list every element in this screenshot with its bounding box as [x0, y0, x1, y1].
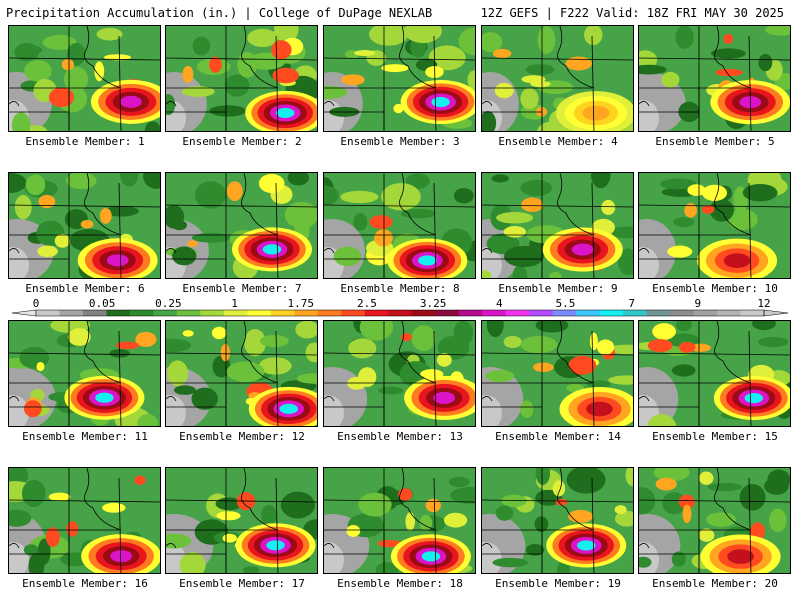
colorbar-swatch — [435, 310, 460, 316]
model-run-info: 12Z GEFS | F222 Valid: 18Z FRI MAY 30 20… — [480, 6, 784, 20]
ensemble-member-label-10: Ensemble Member: 10 — [652, 282, 778, 295]
colorbar-tick-label: 5.5 — [555, 297, 576, 310]
colorbar-swatch — [529, 310, 554, 316]
colorbar-swatch — [740, 310, 765, 316]
colorbar-max-arrow — [763, 309, 789, 317]
colorbar-frame — [35, 309, 765, 317]
colorbar-swatch — [247, 310, 272, 316]
ensemble-member-label-14: Ensemble Member: 14 — [495, 430, 621, 443]
colorbar-tick-label: 0 — [32, 297, 40, 310]
colorbar-tick-label: 4 — [495, 297, 503, 310]
colorbar-tick-label: 0.25 — [155, 297, 182, 310]
ensemble-member-label-7: Ensemble Member: 7 — [182, 282, 302, 295]
ensemble-member-label-9: Ensemble Member: 9 — [498, 282, 618, 295]
ensemble-member-label-8: Ensemble Member: 8 — [340, 282, 460, 295]
colorbar-swatch — [364, 310, 389, 316]
colorbar-swatch — [411, 310, 436, 316]
colorbar-swatch — [576, 310, 601, 316]
colorbar-tick-label: 1 — [231, 297, 238, 310]
colorbar-min-arrow — [11, 309, 37, 317]
ensemble-member-map-1 — [8, 25, 161, 132]
ensemble-member-label-15: Ensemble Member: 15 — [652, 430, 778, 443]
colorbar-swatch — [670, 310, 695, 316]
map-title: Precipitation Accumulation (in.) | Colle… — [6, 6, 433, 20]
colorbar-swatch — [693, 310, 718, 316]
ensemble-member-map-17 — [165, 467, 318, 574]
colorbar-swatch — [482, 310, 507, 316]
colorbar-swatch — [270, 310, 295, 316]
colorbar-swatch — [717, 310, 742, 316]
colorbar-swatch — [153, 310, 178, 316]
ensemble-member-label-17: Ensemble Member: 17 — [179, 577, 305, 590]
ensemble-member-map-18 — [323, 467, 476, 574]
colorbar-swatch — [59, 310, 84, 316]
colorbar-tick-label: 9 — [694, 297, 702, 310]
colorbar-swatch — [388, 310, 413, 316]
colorbar-swatch — [599, 310, 624, 316]
ensemble-member-map-9 — [481, 172, 634, 279]
ensemble-member-label-18: Ensemble Member: 18 — [337, 577, 463, 590]
ensemble-member-map-10 — [638, 172, 791, 279]
colorbar-tick-label: 0.05 — [88, 297, 116, 310]
colorbar-swatch — [317, 310, 342, 316]
ensemble-member-label-16: Ensemble Member: 16 — [22, 577, 148, 590]
colorbar-tick-label: 1.75 — [287, 297, 314, 310]
ensemble-member-map-19 — [481, 467, 634, 574]
ensemble-member-map-20 — [638, 467, 791, 574]
ensemble-member-label-12: Ensemble Member: 12 — [179, 430, 305, 443]
ensemble-member-label-20: Ensemble Member: 20 — [652, 577, 778, 590]
colorbar-tick-label: 7 — [628, 297, 635, 310]
colorbar-tick-label: 3.25 — [419, 297, 447, 310]
colorbar-swatch — [623, 310, 648, 316]
ensemble-member-map-15 — [638, 320, 791, 427]
ensemble-member-map-5 — [638, 25, 791, 132]
ensemble-member-label-2: Ensemble Member: 2 — [182, 135, 302, 148]
colorbar-swatch — [505, 310, 530, 316]
ensemble-member-map-14 — [481, 320, 634, 427]
ensemble-member-map-8 — [323, 172, 476, 279]
colorbar-swatch — [36, 310, 60, 316]
colorbar-tick-label: 2.5 — [356, 297, 377, 310]
colorbar-swatch — [200, 310, 225, 316]
colorbar-swatch — [176, 310, 201, 316]
ensemble-member-map-16 — [8, 467, 161, 574]
ensemble-member-map-4 — [481, 25, 634, 132]
ensemble-member-label-5: Ensemble Member: 5 — [655, 135, 775, 148]
ensemble-member-label-13: Ensemble Member: 13 — [337, 430, 463, 443]
ensemble-member-label-1: Ensemble Member: 1 — [25, 135, 145, 148]
ensemble-member-map-3 — [323, 25, 476, 132]
ensemble-member-label-11: Ensemble Member: 11 — [22, 430, 148, 443]
colorbar-swatch — [106, 310, 131, 316]
ensemble-member-map-12 — [165, 320, 318, 427]
colorbar-swatch — [458, 310, 483, 316]
ensemble-member-map-11 — [8, 320, 161, 427]
precipitation-colorbar — [11, 309, 789, 317]
colorbar-swatch — [552, 310, 577, 316]
ensemble-member-map-6 — [8, 172, 161, 279]
ensemble-member-label-3: Ensemble Member: 3 — [340, 135, 460, 148]
colorbar-swatch — [294, 310, 319, 316]
colorbar-swatch — [341, 310, 366, 316]
ensemble-member-map-13 — [323, 320, 476, 427]
ensemble-member-label-6: Ensemble Member: 6 — [25, 282, 145, 295]
ensemble-member-label-19: Ensemble Member: 19 — [495, 577, 621, 590]
colorbar-swatch — [646, 310, 671, 316]
ensemble-member-map-7 — [165, 172, 318, 279]
ensemble-member-label-4: Ensemble Member: 4 — [498, 135, 618, 148]
ensemble-member-map-2 — [165, 25, 318, 132]
colorbar-swatch — [223, 310, 248, 316]
colorbar-swatch — [82, 310, 107, 316]
colorbar-swatch — [129, 310, 154, 316]
colorbar-tick-label: 12 — [757, 297, 771, 310]
